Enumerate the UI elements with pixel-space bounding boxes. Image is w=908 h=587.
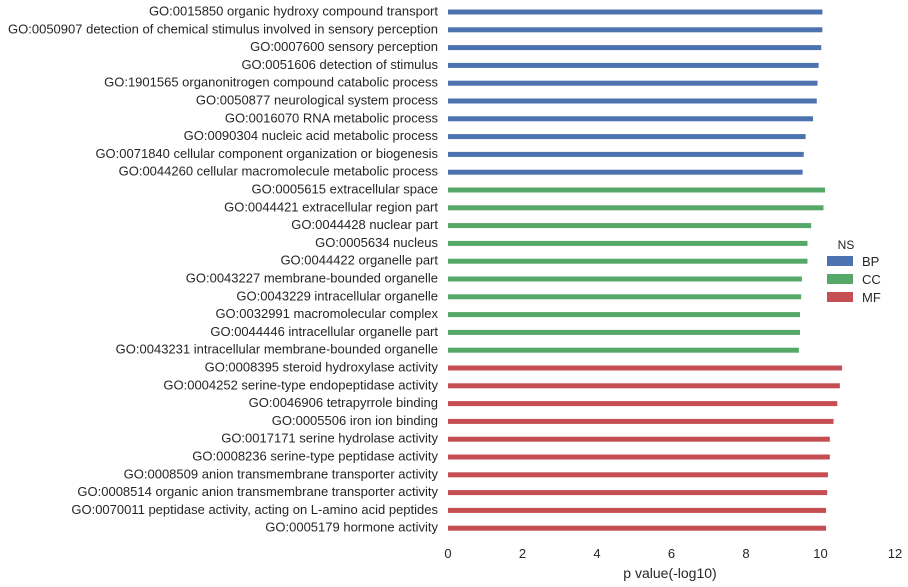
bar-cc <box>448 329 801 335</box>
x-tick-label: 4 <box>593 546 600 561</box>
category-label: GO:0008514 organic anion transmembrane t… <box>77 484 438 499</box>
category-label: GO:0008395 steroid hydroxylase activity <box>205 360 439 375</box>
legend-title: NS <box>838 238 855 252</box>
x-tick-label: 6 <box>668 546 675 561</box>
legend: NS BP CC MF <box>827 238 881 305</box>
bar-mf <box>448 401 838 407</box>
category-label: GO:0032991 macromolecular complex <box>215 306 438 321</box>
x-tick-label: 12 <box>888 546 902 561</box>
category-label: GO:0004252 serine-type endopeptidase act… <box>163 377 438 392</box>
bars-layer <box>448 9 843 531</box>
legend-label-mf: MF <box>862 290 881 305</box>
category-label: GO:0005179 hormone activity <box>265 520 438 535</box>
bar-cc <box>448 294 802 300</box>
category-label: GO:0017171 serine hydrolase activity <box>221 431 438 446</box>
category-label: GO:0050877 neurological system process <box>196 93 439 108</box>
legend-label-cc: CC <box>862 272 881 287</box>
bar-mf <box>448 365 843 371</box>
x-tick-label: 8 <box>742 546 749 561</box>
bar-mf <box>448 436 830 442</box>
category-label: GO:0043231 intracellular membrane-bounde… <box>116 342 438 357</box>
bar-bp <box>448 27 823 33</box>
legend-swatch-mf <box>827 292 853 302</box>
bar-mf <box>448 383 840 389</box>
bar-mf <box>448 507 827 513</box>
category-label: GO:0044428 nuclear part <box>291 217 438 232</box>
category-label: GO:0071840 cellular component organizati… <box>95 146 438 161</box>
category-label: GO:0050907 detection of chemical stimulu… <box>8 21 438 36</box>
category-label: GO:0008509 anion transmembrane transport… <box>124 466 439 481</box>
bar-bp <box>448 98 817 104</box>
category-label: GO:0005615 extracellular space <box>252 182 438 197</box>
category-label: GO:0005634 nucleus <box>315 235 438 250</box>
bar-cc <box>448 347 799 353</box>
bar-cc <box>448 276 802 282</box>
legend-swatch-cc <box>827 274 853 284</box>
category-label: GO:0051606 detection of stimulus <box>241 57 438 72</box>
category-label: GO:0044422 organelle part <box>280 253 438 268</box>
bar-bp <box>448 116 814 122</box>
x-tick-label: 0 <box>444 546 451 561</box>
category-label: GO:0015850 organic hydroxy compound tran… <box>149 4 438 19</box>
category-label: GO:0007600 sensory perception <box>250 39 438 54</box>
bar-mf <box>448 525 827 531</box>
category-label: GO:0044421 extracellular region part <box>224 199 438 214</box>
bar-mf <box>448 472 828 478</box>
category-label: GO:0043227 membrane-bounded organelle <box>186 271 438 286</box>
bar-bp <box>448 169 803 175</box>
category-labels: GO:0015850 organic hydroxy compound tran… <box>8 4 438 535</box>
category-label: GO:0005506 iron ion binding <box>272 413 438 428</box>
bar-bp <box>448 9 823 15</box>
bar-cc <box>448 223 812 229</box>
legend-swatch-bp <box>827 256 853 266</box>
bar-bp <box>448 80 818 86</box>
x-tick-label: 10 <box>813 546 827 561</box>
bar-mf <box>448 418 834 424</box>
x-axis: 0 2 4 6 8 10 12 <box>444 546 902 561</box>
category-label: GO:0008236 serine-type peptidase activit… <box>192 449 438 464</box>
bar-bp <box>448 62 819 68</box>
bar-bp <box>448 151 804 157</box>
category-label: GO:0016070 RNA metabolic process <box>225 110 439 125</box>
bar-cc <box>448 240 808 246</box>
category-label: GO:0043229 intracellular organelle <box>236 288 438 303</box>
category-label: GO:0044446 intracellular organelle part <box>210 324 438 339</box>
bar-cc <box>448 312 801 318</box>
bar-bp <box>448 45 822 51</box>
legend-label-bp: BP <box>862 254 879 269</box>
bar-cc <box>448 258 808 264</box>
bar-mf <box>448 490 828 496</box>
x-axis-title: p value(-log10) <box>623 565 716 581</box>
category-label: GO:0070011 peptidase activity, acting on… <box>71 502 438 517</box>
category-label: GO:0046906 tetrapyrrole binding <box>249 395 438 410</box>
category-label: GO:1901565 organonitrogen compound catab… <box>104 75 438 90</box>
category-label: GO:0044260 cellular macromolecule metabo… <box>119 164 439 179</box>
bar-cc <box>448 187 825 193</box>
bar-cc <box>448 205 824 211</box>
bar-mf <box>448 454 830 460</box>
x-tick-label: 2 <box>519 546 526 561</box>
category-label: GO:0090304 nucleic acid metabolic proces… <box>184 128 439 143</box>
bar-bp <box>448 134 806 140</box>
